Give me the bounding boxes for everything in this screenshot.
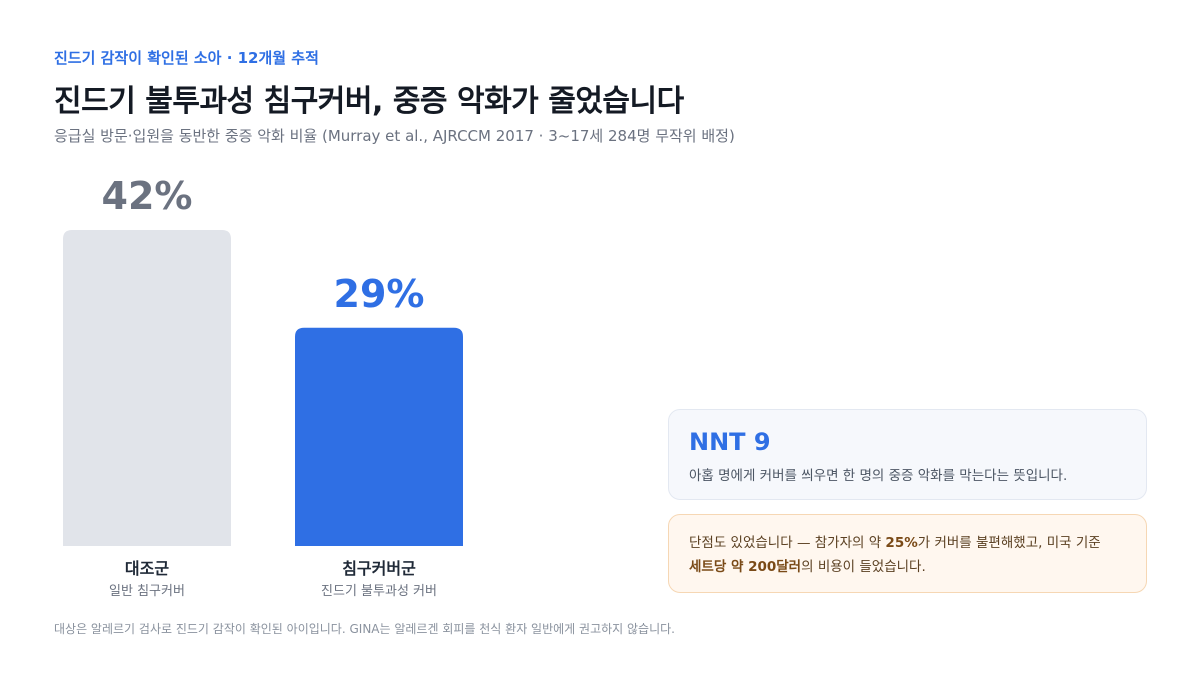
drawback-text-3: 의 비용이 들었습니다. [801,559,926,575]
nnt-card: NNT 9 아홉 명에게 커버를 씌우면 한 명의 중증 악화를 막는다는 뜻입… [668,409,1147,500]
category-label: 침구커버군 [342,559,416,578]
bar-value-label: 29% [334,272,425,316]
drawback-highlight-cost: 세트당 약 200달러 [689,559,802,575]
bar-2 [295,327,463,546]
drawback-highlight-percent: 25% [885,535,918,551]
category-label: 대조군 [125,559,169,578]
drawback-text-1: 단점도 있었습니다 — 참가자의 약 [689,535,886,551]
drawback-text-2: 가 커버를 불편해했고, 미국 기준 [917,535,1101,551]
page-subtitle: 응급실 방문·입원을 동반한 중증 악화 비율 (Murray et al., … [54,127,735,145]
eyebrow-label: 진드기 감작이 확인된 소아 · 12개월 추적 [54,49,319,67]
drawback-card: 단점도 있었습니다 — 참가자의 약 25%가 커버를 불편해했고, 미국 기준… [668,514,1147,593]
bar-1 [63,230,231,546]
nnt-title: NNT 9 [689,428,771,456]
category-sublabel: 진드기 불투과성 커버 [321,584,437,599]
category-sublabel: 일반 침구커버 [109,584,185,599]
footnote: 대상은 알레르기 검사로 진드기 감작이 확인된 아이입니다. GINA는 알레… [54,622,675,636]
nnt-description: 아홉 명에게 커버를 씌우면 한 명의 중증 악화를 막는다는 뜻입니다. [689,468,1068,484]
page-title: 진드기 불투과성 침구커버, 중증 악화가 줄었습니다 [54,84,684,119]
bar-value-label: 42% [102,174,193,218]
